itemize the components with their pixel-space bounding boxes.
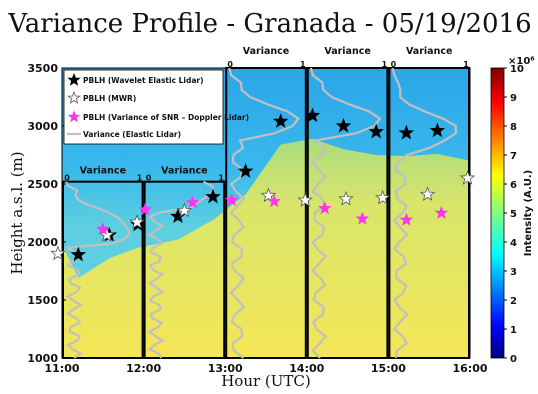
variance-scale-max: 1 bbox=[463, 60, 469, 69]
variance-panel-frame bbox=[143, 180, 226, 359]
mwr-point bbox=[50, 245, 66, 261]
colorbar-tick-label: 9 bbox=[510, 93, 517, 104]
doppler-point bbox=[434, 205, 449, 219]
variance-panel-title: Variance bbox=[80, 166, 126, 177]
variance-panel: Variance 1 bbox=[306, 46, 389, 359]
variance-scale-max: 1 bbox=[137, 174, 143, 183]
variance-panel: Variance 0 1 bbox=[143, 166, 226, 359]
variance-curve bbox=[391, 67, 457, 359]
legend-marker-doppler bbox=[67, 110, 81, 123]
wavelet-point bbox=[205, 188, 221, 204]
variance-panel-frame bbox=[62, 180, 144, 359]
boundary-layer-fill bbox=[62, 138, 470, 358]
colorbar: 0 1 2 3 4 5 6 7 8 9 10 ×10⁶ Intensity (A.U.) bbox=[490, 56, 535, 365]
legend-label-mwr: PBLH (MWR) bbox=[83, 94, 136, 103]
variance-panel: Variance 0 1 bbox=[388, 46, 470, 359]
wavelet-point bbox=[70, 246, 87, 262]
legend-marker-wavelet bbox=[67, 72, 81, 86]
colorbar-tick-label: 2 bbox=[510, 296, 517, 307]
mwr-point bbox=[374, 189, 391, 205]
colorbar-tick-label: 3 bbox=[510, 267, 517, 278]
doppler-point bbox=[267, 194, 281, 208]
y-tick-label: 3000 bbox=[27, 120, 58, 133]
pblh-points bbox=[50, 107, 476, 262]
doppler-point bbox=[317, 201, 332, 215]
wavelet-point bbox=[335, 117, 352, 133]
wavelet-point bbox=[237, 163, 254, 178]
x-tick-label: 16:00 bbox=[452, 362, 487, 375]
variance-curve bbox=[64, 181, 131, 359]
variance-scale-min: 0 bbox=[227, 60, 233, 69]
legend-label-variance: Variance (Elastic Lidar) bbox=[83, 130, 181, 139]
legend-label-doppler: PBLH (Variance of SNR – Doppler Lidar) bbox=[83, 113, 249, 122]
colorbar-tick-label: 10 bbox=[510, 64, 524, 75]
variance-panel-frame bbox=[225, 67, 307, 359]
doppler-point bbox=[224, 193, 239, 207]
wavelet-point bbox=[368, 123, 384, 139]
variance-panel-title: Variance bbox=[243, 46, 289, 57]
doppler-point bbox=[185, 195, 200, 209]
x-tick-label: 14:00 bbox=[289, 362, 324, 375]
legend-label-wavelet: PBLH (Wavelet Elastic Lidar) bbox=[83, 76, 204, 85]
mwr-point bbox=[459, 170, 476, 185]
mwr-point bbox=[297, 192, 313, 207]
variance-panel-frame bbox=[388, 67, 470, 359]
variance-scale-max: 1 bbox=[382, 60, 388, 69]
variance-scale-min: 0 bbox=[391, 60, 397, 69]
variance-panel-title: Variance bbox=[161, 166, 207, 177]
wavelet-point bbox=[272, 113, 289, 128]
colorbar-tick-label: 4 bbox=[510, 238, 517, 249]
variance-panel-title: Variance bbox=[324, 46, 370, 57]
chart-title: Variance Profile - Granada - 05/19/2016 bbox=[7, 9, 531, 39]
wavelet-point bbox=[398, 124, 415, 140]
colorbar-tick-label: 7 bbox=[510, 151, 517, 162]
variance-scale-min: 0 bbox=[146, 174, 152, 183]
variance-scale-min: 0 bbox=[64, 174, 70, 183]
legend-marker-mwr bbox=[67, 90, 81, 104]
y-axis-label: Height a.s.l. (m) bbox=[8, 151, 26, 274]
colorbar-multiplier: ×10⁶ bbox=[508, 56, 535, 67]
x-tick-label: 12:00 bbox=[126, 362, 161, 375]
doppler-point bbox=[96, 222, 110, 236]
colorbar-tick-label: 0 bbox=[510, 354, 517, 365]
variance-scale-max: 1 bbox=[300, 60, 306, 69]
variance-panel-frame bbox=[306, 67, 389, 359]
x-tick-label: 15:00 bbox=[371, 362, 406, 375]
variance-panel-title: Variance bbox=[406, 46, 452, 57]
variance-curve bbox=[147, 180, 216, 359]
legend: PBLH (Wavelet Elastic Lidar) PBLH (MWR) … bbox=[63, 69, 249, 145]
colorbar-tick-label: 5 bbox=[510, 209, 517, 220]
colorbar-tick-label: 8 bbox=[510, 122, 517, 133]
x-tick-label: 13:00 bbox=[208, 362, 243, 375]
y-tick-label: 3500 bbox=[27, 62, 58, 75]
variance-curve bbox=[228, 67, 301, 359]
doppler-point bbox=[399, 212, 414, 226]
mwr-point bbox=[129, 214, 145, 229]
colorbar-tick-label: 6 bbox=[510, 180, 517, 191]
variance-panel: Variance 0 1 bbox=[225, 46, 307, 359]
mwr-point bbox=[260, 187, 277, 203]
mwr-point bbox=[176, 202, 193, 218]
wavelet-point bbox=[304, 107, 321, 123]
y-tick-label: 2500 bbox=[27, 178, 58, 191]
wavelet-point bbox=[429, 122, 446, 138]
mwr-point bbox=[338, 190, 354, 206]
doppler-point bbox=[355, 211, 370, 225]
y-tick-label: 2000 bbox=[27, 236, 58, 249]
doppler-point bbox=[138, 202, 152, 216]
x-axis-label: Hour (UTC) bbox=[221, 372, 311, 390]
y-tick-label: 1500 bbox=[27, 294, 58, 307]
variance-scale-max: 1 bbox=[218, 174, 224, 183]
colorbar-tick-label: 1 bbox=[510, 325, 517, 336]
colorbar-label: Intensity (A.U.) bbox=[523, 170, 534, 256]
y-tick-label: 1000 bbox=[27, 352, 58, 365]
variance-panel: Variance 0 1 bbox=[62, 166, 144, 359]
x-tick-label: 11:00 bbox=[44, 362, 79, 375]
mwr-point bbox=[419, 186, 436, 202]
variance-curve bbox=[309, 67, 382, 359]
